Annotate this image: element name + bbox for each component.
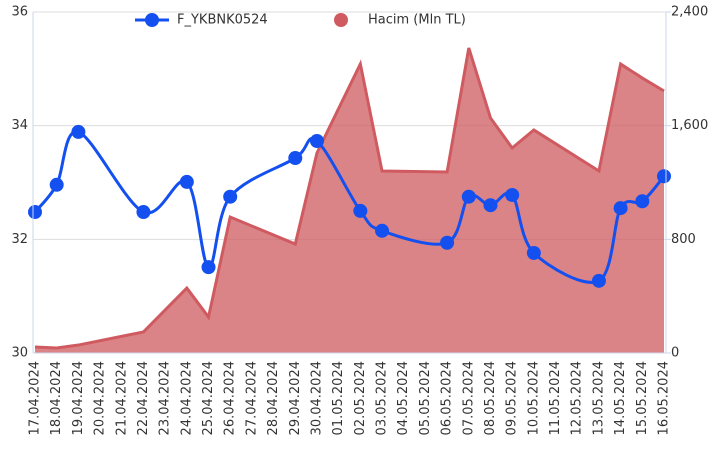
y-tick-label: 34: [11, 118, 28, 133]
x-tick-label: 30.04.2024: [309, 361, 324, 435]
price-marker: [657, 169, 671, 184]
x-tick-label: 11.05.2024: [548, 361, 563, 435]
x-tick-label: 19.04.2024: [71, 361, 86, 435]
x-tick-label: 28.04.2024: [266, 361, 281, 435]
legend-label: Hacim (Mln TL): [368, 13, 466, 28]
price-marker: [375, 223, 390, 238]
y-tick-label: 30: [11, 346, 28, 361]
price-marker: [71, 124, 86, 139]
x-tick-label: 02.05.2024: [353, 361, 368, 435]
price-marker: [483, 198, 498, 213]
x-tick-label: 03.05.2024: [375, 361, 390, 435]
x-tick-label: 27.04.2024: [244, 361, 259, 435]
x-tick-label: 22.04.2024: [136, 361, 151, 435]
x-tick-label: 18.04.2024: [49, 361, 64, 435]
volume-line: [34, 47, 665, 350]
price-marker: [309, 134, 324, 149]
price-marker: [591, 273, 606, 288]
x-tick-label: 20.04.2024: [93, 361, 108, 435]
x-tick-label: 07.05.2024: [461, 361, 476, 435]
price-marker: [505, 188, 520, 203]
x-tick-label: 12.05.2024: [570, 361, 585, 435]
x-tick-label: 26.04.2024: [223, 361, 238, 435]
x-tick-label: 04.05.2024: [396, 361, 411, 435]
price-marker: [49, 177, 64, 192]
legend-marker: [334, 13, 348, 27]
x-tick-label: 01.05.2024: [331, 361, 346, 435]
legend-marker: [145, 13, 159, 27]
price-marker: [353, 203, 368, 218]
legend-label: F_YKBNK0524: [177, 13, 268, 28]
price-marker: [526, 245, 541, 260]
y2-tick-label: 1,600: [671, 118, 708, 133]
y2-tick-label: 0: [671, 346, 679, 361]
x-tick-label: 05.05.2024: [418, 361, 433, 435]
x-tick-label: 14.05.2024: [613, 361, 628, 435]
x-tick-label: 08.05.2024: [483, 361, 498, 435]
y2-tick-label: 2,400: [671, 5, 708, 20]
x-tick-label: 10.05.2024: [526, 361, 541, 435]
volume-area: [35, 47, 664, 353]
x-tick-label: 06.05.2024: [440, 361, 455, 435]
price-marker: [179, 174, 194, 189]
price-marker: [613, 201, 628, 216]
x-tick-label: 23.04.2024: [158, 361, 173, 435]
x-tick-label: 09.05.2024: [505, 361, 520, 435]
x-tick-label: 24.04.2024: [179, 361, 194, 435]
x-tick-label: 29.04.2024: [288, 361, 303, 435]
price-marker: [28, 205, 42, 220]
price-marker: [136, 205, 151, 220]
x-tick-label: 13.05.2024: [591, 361, 606, 435]
x-tick-label: 15.05.2024: [635, 361, 650, 435]
x-tick-label: 17.04.2024: [28, 361, 43, 435]
y-tick-label: 32: [11, 232, 28, 247]
y2-tick-label: 800: [671, 232, 696, 247]
x-tick-label: 16.05.2024: [657, 361, 672, 435]
x-tick-label: 25.04.2024: [201, 361, 216, 435]
price-marker: [461, 189, 476, 204]
price-marker: [440, 235, 455, 250]
price-marker: [288, 151, 303, 166]
y-tick-label: 36: [11, 5, 28, 20]
price-marker: [223, 189, 238, 204]
price-marker: [201, 260, 216, 275]
x-tick-label: 21.04.2024: [114, 361, 129, 435]
price-marker: [635, 194, 650, 209]
